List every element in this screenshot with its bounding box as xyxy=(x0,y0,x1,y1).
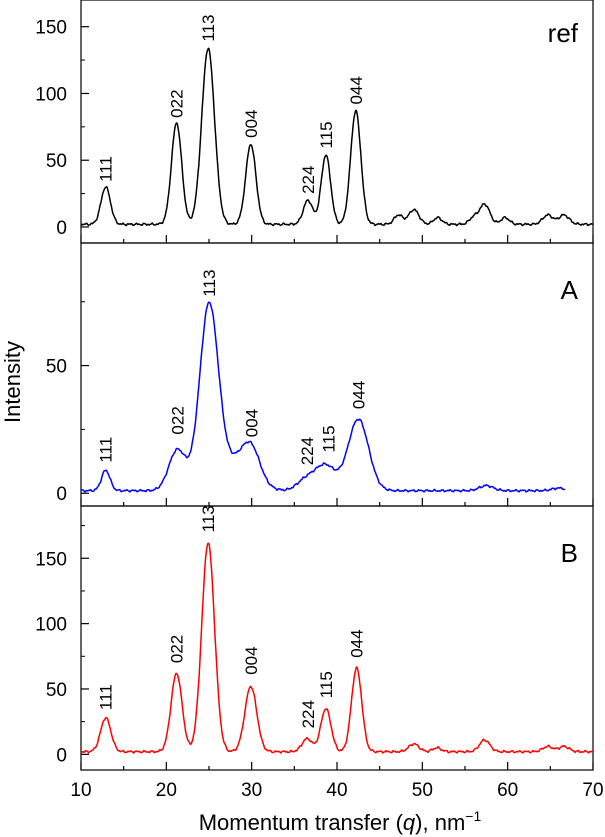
x-axis-title: Momentum transfer (q), nm−1 xyxy=(199,808,482,835)
y-axis-title: Intensity xyxy=(0,341,25,423)
peak-label: 224 xyxy=(298,437,317,465)
x-tick-label: 30 xyxy=(241,780,262,801)
y-tick-label: 50 xyxy=(46,680,67,701)
data-curves xyxy=(80,47,594,754)
x-axis-title-superscript: −1 xyxy=(465,808,481,824)
y-tick-label: 150 xyxy=(35,18,67,39)
x-tick-label: 10 xyxy=(70,780,91,801)
peak-label: 111 xyxy=(97,684,116,710)
y-tick-label: 0 xyxy=(56,218,67,239)
y-tick-label: 50 xyxy=(46,151,67,172)
panel-frame-A xyxy=(80,242,594,507)
x-axis-title-variable: q xyxy=(403,810,416,835)
x-tick-label: 40 xyxy=(326,780,347,801)
peak-label: 115 xyxy=(317,121,336,148)
peak-label: 224 xyxy=(299,700,318,728)
series-line-B xyxy=(80,542,594,754)
y-tick-label: 0 xyxy=(56,484,67,505)
peak-label: 022 xyxy=(168,89,187,117)
peak-label: 004 xyxy=(243,409,262,437)
series-line-A xyxy=(80,301,566,493)
peak-label: 111 xyxy=(97,156,116,182)
x-axis-title-prefix: Momentum transfer ( xyxy=(199,810,404,835)
x-tick-label: 50 xyxy=(412,780,433,801)
peak-label: 115 xyxy=(317,671,336,698)
panel-frame-ref xyxy=(80,0,594,244)
x-tick-label: 20 xyxy=(156,780,177,801)
peak-label: 113 xyxy=(199,15,218,42)
y-tick-label: 50 xyxy=(46,357,67,378)
panel-frame-B xyxy=(80,505,594,771)
peak-label: 004 xyxy=(242,110,261,138)
peak-label: 224 xyxy=(299,166,318,194)
axis-ticks xyxy=(80,26,594,770)
y-tick-label: 100 xyxy=(35,615,67,636)
peak-label: 022 xyxy=(168,406,187,434)
plot-frames xyxy=(80,0,594,771)
peak-label: 044 xyxy=(347,76,366,104)
peak-label: 004 xyxy=(242,646,261,674)
x-tick-label: 60 xyxy=(497,780,518,801)
peak-label: 113 xyxy=(200,270,219,297)
panel-label: B xyxy=(561,538,578,568)
series-line-ref xyxy=(80,47,594,227)
peak-label: 115 xyxy=(319,425,338,452)
peak-label: 044 xyxy=(349,381,368,409)
y-tick-label: 100 xyxy=(35,84,67,105)
y-tick-label: 150 xyxy=(35,549,67,570)
y-tick-label: 0 xyxy=(56,745,67,766)
peak-label: 044 xyxy=(348,629,367,657)
peak-label: 022 xyxy=(168,635,187,663)
x-tick-label: 70 xyxy=(582,780,603,801)
panel-label: ref xyxy=(548,18,579,48)
peak-label: 111 xyxy=(97,437,116,463)
panel-label: A xyxy=(561,275,579,305)
x-axis-title-suffix: ), nm xyxy=(415,810,465,835)
peak-label: 113 xyxy=(199,505,218,532)
